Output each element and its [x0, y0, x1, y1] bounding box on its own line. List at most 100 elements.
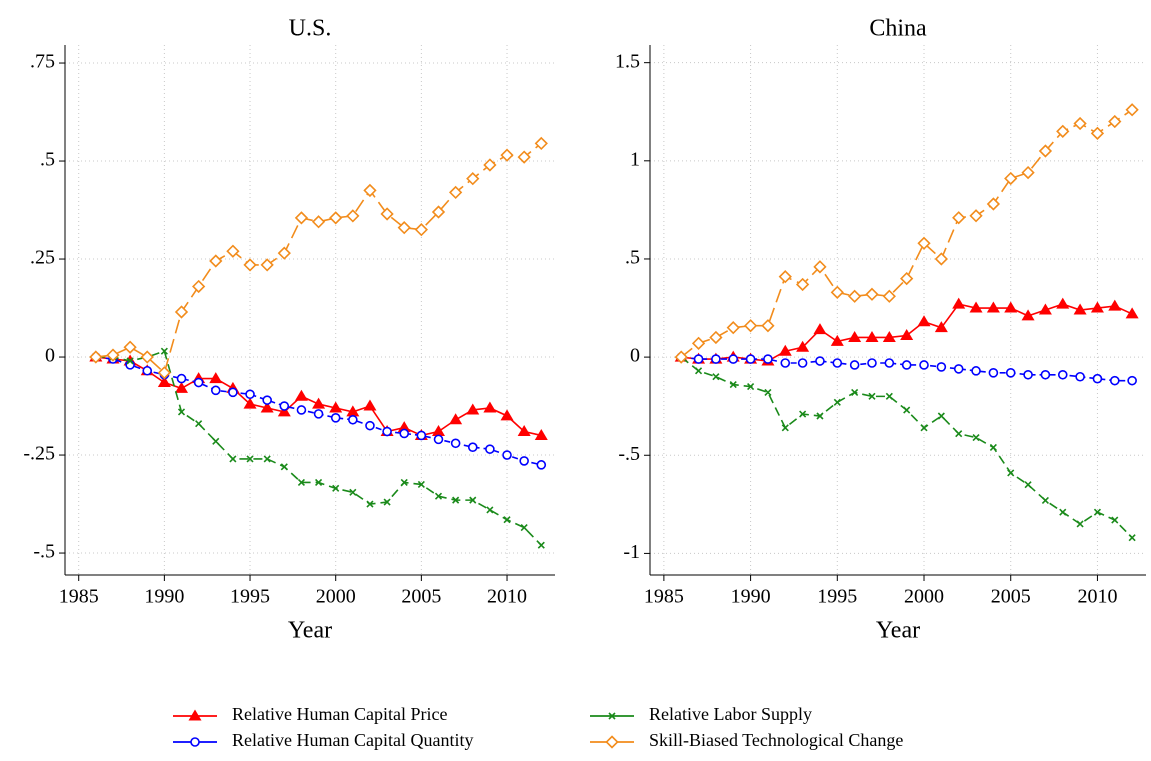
marker-diamond	[813, 260, 827, 274]
y-tick-label: .5	[625, 247, 640, 269]
marker-diamond	[106, 348, 120, 362]
marker-circle	[382, 426, 392, 437]
marker-triangle	[363, 399, 377, 411]
marker-triangle	[1004, 301, 1018, 313]
marker-triangle	[778, 344, 792, 356]
marker-triangle	[277, 405, 291, 417]
marker-x	[280, 463, 288, 471]
marker-diamond	[934, 252, 948, 266]
marker-diamond	[986, 197, 1001, 211]
x-tick-label: 1990	[144, 586, 184, 608]
marker-x	[903, 406, 911, 414]
marker-x	[747, 382, 755, 391]
marker-x	[177, 408, 186, 416]
marker-diamond	[1021, 165, 1035, 180]
marker-circle	[1092, 373, 1103, 384]
marker-x	[868, 392, 876, 400]
x-tick-label: 1990	[731, 586, 771, 608]
marker-circle	[262, 395, 272, 405]
series-line	[681, 356, 1133, 382]
marker-diamond	[414, 223, 428, 237]
marker-circle	[780, 358, 791, 368]
marker-diamond	[174, 305, 189, 319]
marker-triangle	[500, 409, 514, 421]
marker-diamond	[260, 258, 274, 272]
marker-triangle	[312, 397, 326, 409]
marker-circle	[210, 385, 221, 396]
marker-diamond	[380, 207, 394, 221]
marker-diamond	[397, 221, 411, 235]
marker-circle	[971, 366, 981, 376]
marker-circle	[502, 450, 512, 460]
marker-triangle	[1073, 303, 1087, 315]
marker-diamond	[346, 209, 360, 223]
marker-triangle	[517, 425, 531, 437]
marker-x	[195, 420, 203, 428]
marker-circle	[433, 434, 444, 445]
marker-diamond	[1056, 124, 1070, 139]
marker-diamond	[1073, 116, 1087, 131]
y-tick-label: 0	[630, 345, 640, 367]
marker-diamond	[294, 211, 309, 225]
marker-circle	[815, 356, 825, 366]
x-tick-label: 2010	[487, 586, 527, 608]
x-tick-label: 2005	[991, 586, 1031, 608]
marker-x	[1059, 508, 1067, 516]
marker-circle	[693, 354, 704, 364]
marker-x	[799, 410, 807, 418]
marker-circle	[797, 358, 808, 368]
marker-circle	[330, 413, 341, 423]
marker-x	[608, 712, 616, 720]
marker-triangle	[329, 401, 343, 413]
series-line	[95, 142, 542, 375]
marker-diamond	[605, 735, 619, 749]
marker-x	[816, 412, 824, 420]
y-tick-label: .5	[40, 149, 55, 171]
marker-x	[520, 524, 528, 532]
marker-x	[729, 381, 737, 389]
marker-x	[503, 516, 511, 524]
marker-triangle	[848, 330, 862, 342]
marker-circle	[467, 442, 478, 453]
marker-circle	[519, 456, 529, 466]
marker-circle	[884, 358, 895, 368]
marker-diamond	[157, 366, 172, 380]
marker-triangle	[986, 301, 1000, 313]
marker-diamond	[674, 350, 688, 364]
marker-triangle	[952, 297, 966, 309]
marker-circle	[901, 360, 912, 370]
marker-diamond	[830, 285, 844, 299]
marker-triangle	[1125, 307, 1139, 319]
marker-x	[1111, 516, 1119, 524]
marker-diamond	[778, 269, 792, 284]
marker-triangle	[346, 405, 360, 417]
marker-circle	[936, 362, 947, 372]
marker-circle	[988, 368, 999, 378]
marker-diamond	[431, 205, 446, 219]
marker-triangle	[865, 330, 879, 342]
marker-diamond	[1108, 114, 1122, 129]
y-tick-label: -.5	[33, 541, 55, 563]
marker-circle	[142, 365, 153, 376]
marker-triangle	[157, 376, 171, 388]
marker-x	[160, 347, 168, 355]
marker-diamond	[466, 172, 480, 186]
marker-diamond	[1090, 126, 1105, 140]
marker-diamond	[243, 258, 257, 272]
marker-circle	[399, 428, 410, 439]
marker-x	[712, 373, 720, 381]
marker-x	[972, 434, 980, 442]
marker-x	[537, 541, 545, 549]
marker-diamond	[969, 209, 983, 223]
marker-diamond	[848, 289, 862, 303]
marker-x	[694, 367, 703, 375]
x-tick-label: 2000	[904, 586, 944, 608]
marker-diamond	[1125, 103, 1139, 117]
legend-label: Skill-Biased Technological Change	[649, 730, 903, 750]
marker-diamond	[795, 277, 810, 292]
marker-triangle	[934, 321, 948, 333]
marker-triangle	[431, 425, 445, 437]
marker-circle	[176, 373, 187, 384]
y-tick-label: .25	[30, 247, 55, 269]
